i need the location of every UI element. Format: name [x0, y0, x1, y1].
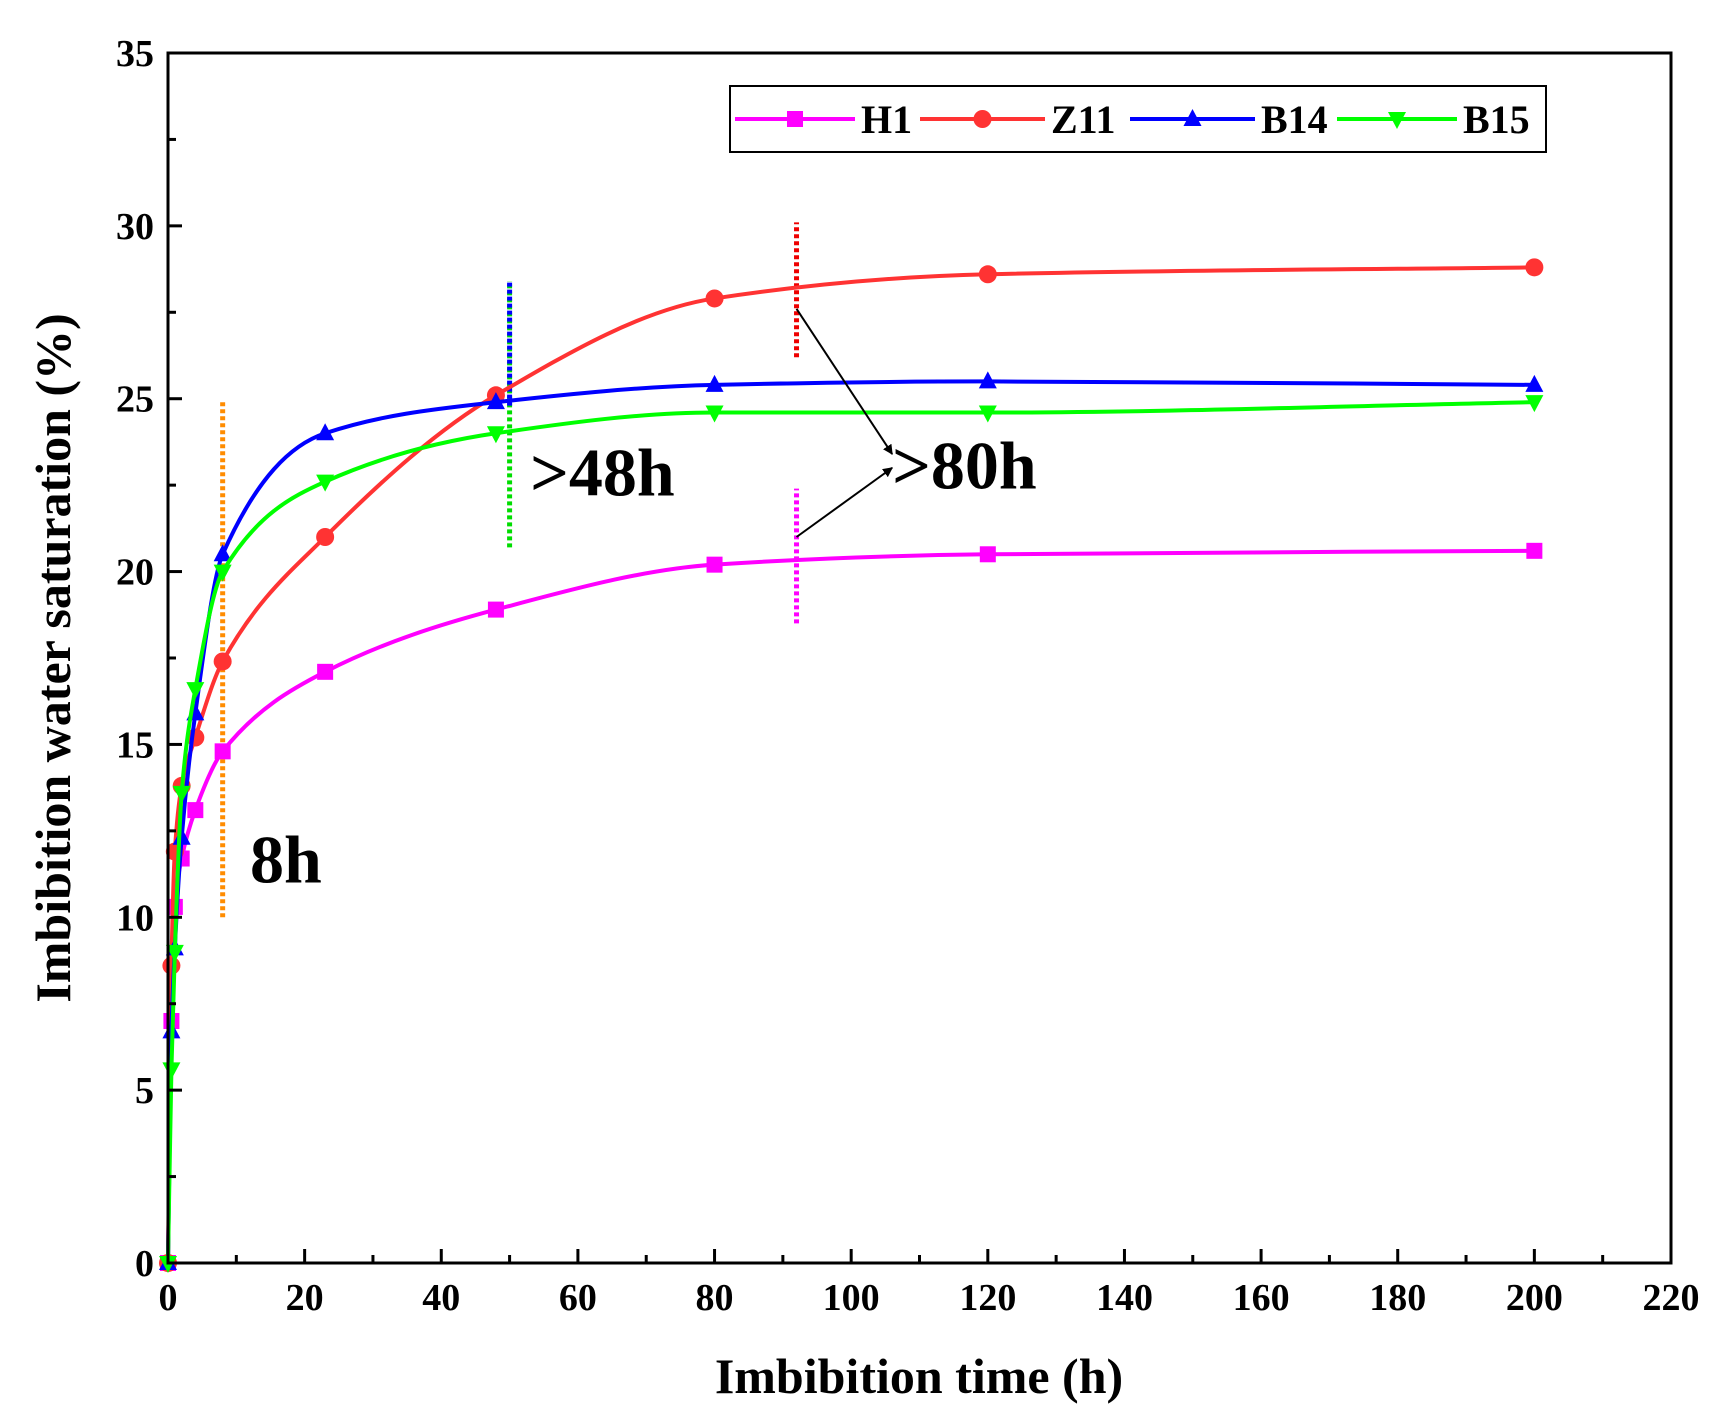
label-48h: >48h	[530, 435, 675, 511]
data-point-h1	[1526, 542, 1543, 559]
y-tick-label: 25	[116, 379, 154, 421]
data-point-z11	[213, 652, 232, 671]
data-point-b15	[1525, 395, 1544, 413]
x-tick-label: 200	[1506, 1277, 1563, 1319]
legend-label-b15: B15	[1463, 97, 1530, 142]
x-tick-label: 220	[1643, 1277, 1700, 1319]
data-point-b15	[213, 564, 232, 582]
y-tick-label: 30	[116, 206, 154, 248]
x-tick-label: 20	[286, 1277, 324, 1319]
data-point-h1	[317, 663, 334, 680]
series-h1	[160, 542, 1543, 1271]
x-tick-label: 80	[696, 1277, 734, 1319]
series-line-h1	[166, 548, 1535, 1264]
data-point-b15	[978, 405, 997, 423]
series-line-b14	[166, 379, 1535, 1264]
data-point-h1	[487, 601, 504, 618]
y-tick-label: 20	[116, 552, 154, 594]
series-b15	[159, 395, 1544, 1273]
data-point-b14	[978, 371, 997, 389]
data-point-h1	[979, 546, 996, 563]
plot-frame	[166, 51, 1673, 1265]
legend-label-h1: H1	[861, 97, 912, 142]
data-point-h1	[187, 802, 204, 819]
series-line-b15	[166, 400, 1535, 1264]
data-point-b15	[162, 1062, 181, 1080]
data-point-b14	[1525, 374, 1544, 392]
label-8h: 8h	[250, 822, 322, 898]
annotation-arrow	[795, 467, 893, 538]
legend-marker-h1	[787, 111, 803, 127]
x-tick-label: 160	[1233, 1277, 1290, 1319]
data-point-z11	[1525, 258, 1544, 277]
data-point-b15	[172, 785, 191, 803]
data-point-z11	[162, 956, 181, 975]
x-tick-label: 40	[422, 1277, 460, 1319]
data-point-b15	[316, 474, 335, 492]
legend-marker-b14	[1183, 109, 1202, 126]
y-tick-label: 5	[135, 1070, 154, 1112]
data-point-h1	[214, 743, 231, 760]
label-80h: >80h	[892, 428, 1037, 504]
x-tick-label: 120	[959, 1277, 1016, 1319]
x-tick-label: 60	[559, 1277, 597, 1319]
data-point-z11	[705, 289, 724, 308]
data-point-b14	[213, 544, 232, 562]
y-axis-label: Imbibition water saturation (%)	[25, 313, 81, 1002]
legend-marker-b15	[1388, 112, 1406, 129]
x-tick-label: 100	[823, 1277, 880, 1319]
data-point-b14	[486, 392, 505, 410]
data-point-z11	[978, 265, 997, 284]
y-tick-label: 0	[135, 1243, 154, 1285]
data-point-h1	[706, 556, 723, 573]
data-point-b14	[316, 423, 335, 441]
series-z11	[159, 258, 1544, 1272]
y-tick-label: 10	[116, 897, 154, 939]
series-line-z11	[166, 265, 1535, 1264]
legend: H1 Z11 B14 B15	[729, 85, 1547, 153]
data-point-z11	[316, 528, 335, 546]
data-point-b15	[705, 405, 724, 423]
x-tick-label: 140	[1096, 1277, 1153, 1319]
legend-label-z11: Z11	[1051, 97, 1115, 142]
legend-label-b14: B14	[1261, 97, 1328, 142]
x-tick-label: 0	[159, 1277, 178, 1319]
x-tick-label: 180	[1369, 1277, 1426, 1319]
data-point-b15	[486, 426, 505, 444]
y-tick-label: 15	[116, 724, 154, 766]
x-axis-label: Imbibition time (h)	[715, 1348, 1123, 1404]
annotation-arrow	[795, 308, 894, 455]
legend-marker-z11	[973, 110, 992, 128]
data-point-b15	[165, 944, 184, 962]
data-point-b14	[705, 374, 724, 392]
y-tick-label: 35	[116, 33, 154, 75]
series-b14	[159, 371, 1544, 1270]
data-point-b15	[186, 682, 205, 700]
